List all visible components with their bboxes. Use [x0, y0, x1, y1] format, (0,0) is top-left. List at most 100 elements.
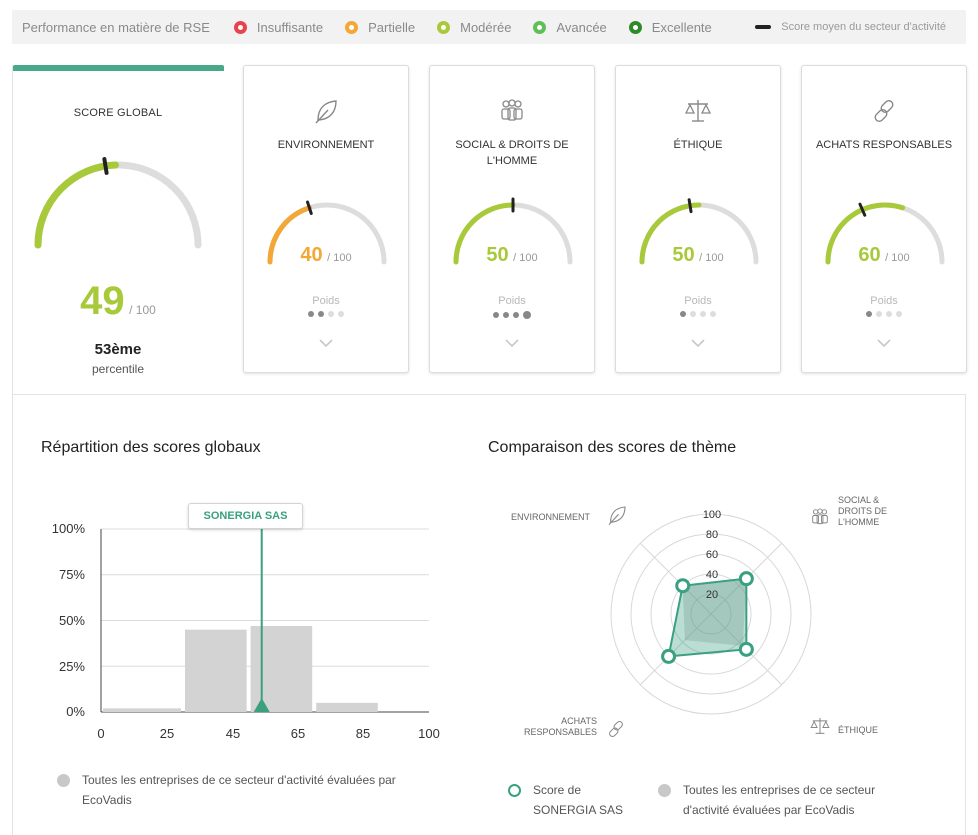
theme-score: 50 / 100	[486, 244, 538, 266]
gauge-fill	[34, 161, 119, 249]
comparison-panel	[12, 394, 966, 835]
weight-dot	[690, 311, 696, 317]
legend-title: Performance en matière de RSE	[22, 19, 210, 35]
y-tick-label: 0%	[66, 704, 85, 719]
legend-dot-icon	[628, 20, 642, 34]
weight-dot	[710, 311, 716, 317]
chevron-down-icon[interactable]	[876, 338, 892, 348]
chevron-down-icon[interactable]	[318, 338, 334, 348]
legend-green-dot-icon	[508, 784, 521, 797]
radar-title: Comparaison des scores de thème	[488, 439, 737, 456]
radar-axis-achats: ACHATS RESPONSABLES	[523, 716, 597, 737]
theme-label: ACHATS RESPONSABLES	[815, 139, 953, 151]
theme-gauge	[267, 200, 387, 265]
weight-label: Poids	[870, 295, 898, 307]
theme-card-ethique[interactable]: ÉTHIQUE 50 / 100 Poids	[615, 65, 781, 373]
legend-item-insuffisante: Insuffisante	[233, 20, 323, 35]
weight-dots	[802, 311, 966, 317]
gauge-average-marker	[102, 157, 109, 175]
radar-tick-label: 20	[705, 589, 719, 601]
weight-dot	[896, 311, 902, 317]
link-icon	[609, 720, 623, 738]
scales-icon	[684, 100, 712, 122]
radar-legend-company: Score de SONERGIA SAS	[508, 780, 628, 820]
gauge-track	[34, 161, 202, 249]
theme-card-social[interactable]: SOCIAL & DROITS DE L'HOMME 50 / 100 Poid…	[429, 65, 595, 373]
weight-dot	[866, 311, 872, 317]
global-score-card[interactable]: SCORE GLOBAL 49 / 100 53ème percentile	[12, 65, 224, 395]
radar-axis-environnement: ENVIRONNEMENT	[511, 512, 591, 522]
radar-legend-all: Toutes les entreprises de ce secteur d'a…	[658, 780, 898, 820]
weight-label: Poids	[312, 295, 340, 307]
chevron-down-icon[interactable]	[504, 338, 520, 348]
theme-score: 40 / 100	[300, 244, 352, 266]
radar-tick-label: 100	[702, 509, 722, 521]
y-tick-label: 100%	[51, 521, 85, 536]
x-tick-label: 0	[97, 726, 105, 741]
legend-dot-icon	[345, 20, 359, 34]
weight-dot	[338, 311, 344, 317]
chevron-down-icon[interactable]	[690, 338, 706, 348]
y-tick-label: 75%	[58, 567, 85, 582]
theme-label: ENVIRONNEMENT	[277, 139, 375, 151]
theme-gauge	[453, 197, 573, 265]
legend-item-moderee: Modérée	[437, 20, 511, 35]
radar-tick-label: 80	[705, 529, 719, 541]
theme-gauge	[825, 202, 945, 265]
percentile-label: percentile	[91, 362, 145, 376]
x-tick-label: 85	[355, 726, 371, 741]
radar-tick-label: 60	[705, 549, 719, 561]
theme-gauge	[639, 198, 759, 265]
people-icon	[812, 508, 828, 525]
weight-dot	[318, 311, 324, 317]
radar-axis-ethique: ÉTHIQUE	[838, 725, 879, 735]
legend-item-excellente: Excellente	[628, 20, 712, 35]
radar-tick-label: 40	[705, 569, 719, 581]
theme-score: 60 / 100	[858, 244, 910, 266]
legend-grey-dot-icon	[57, 774, 70, 787]
weight-dot	[523, 311, 531, 319]
x-tick-label: 25	[159, 726, 175, 741]
x-tick-label: 65	[290, 726, 306, 741]
theme-label: SOCIAL & DROITS DE L'HOMME	[455, 139, 569, 167]
theme-label: ÉTHIQUE	[673, 139, 723, 151]
weight-dot	[503, 312, 509, 318]
weight-label: Poids	[498, 295, 526, 307]
scales-icon	[810, 717, 830, 734]
link-icon	[874, 100, 894, 122]
weight-label: Poids	[684, 295, 712, 307]
card-accent-bar	[13, 65, 224, 71]
legend-grey-dot-icon	[658, 784, 671, 797]
x-tick-label: 45	[225, 726, 241, 741]
performance-legend: Performance en matière de RSE Insuffisan…	[12, 10, 966, 44]
theme-score: 50 / 100	[672, 244, 724, 266]
weight-dots	[616, 311, 780, 317]
company-marker-label: SONERGIA SAS	[188, 503, 303, 529]
average-marker-icon	[755, 25, 772, 29]
legend-item-avancee: Avancée	[533, 20, 607, 35]
histogram-legend: Toutes les entreprises de ce secteur d'a…	[57, 770, 417, 810]
theme-card-environnement[interactable]: ENVIRONNEMENT 40 / 100 Poids	[243, 65, 409, 373]
global-score-value: 49 / 100	[80, 279, 156, 323]
leaf-icon	[608, 506, 626, 525]
weight-dot	[328, 311, 334, 317]
radar-axis-social: SOCIAL & DROITS DE L'HOMME	[838, 495, 888, 527]
weight-dot	[886, 311, 892, 317]
legend-item-partielle: Partielle	[345, 20, 415, 35]
weight-dot	[308, 311, 314, 317]
global-score-title: SCORE GLOBAL	[73, 107, 163, 119]
theme-card-achats[interactable]: ACHATS RESPONSABLES 60 / 100 Poids	[801, 65, 967, 373]
y-tick-label: 50%	[58, 613, 85, 628]
legend-dot-icon	[233, 20, 247, 34]
weight-dot	[700, 311, 706, 317]
weight-dot	[493, 312, 499, 318]
x-tick-label: 100	[418, 726, 440, 741]
weight-dot	[513, 312, 519, 318]
legend-dot-icon	[533, 20, 547, 34]
weight-dot	[876, 311, 882, 317]
legend-sector-average: Score moyen du secteur d'activité	[755, 21, 946, 33]
percentile-value: 53ème	[94, 341, 142, 358]
weight-dot	[680, 311, 686, 317]
y-tick-label: 25%	[58, 659, 85, 674]
histogram-title: Répartition des scores globaux	[41, 439, 261, 456]
